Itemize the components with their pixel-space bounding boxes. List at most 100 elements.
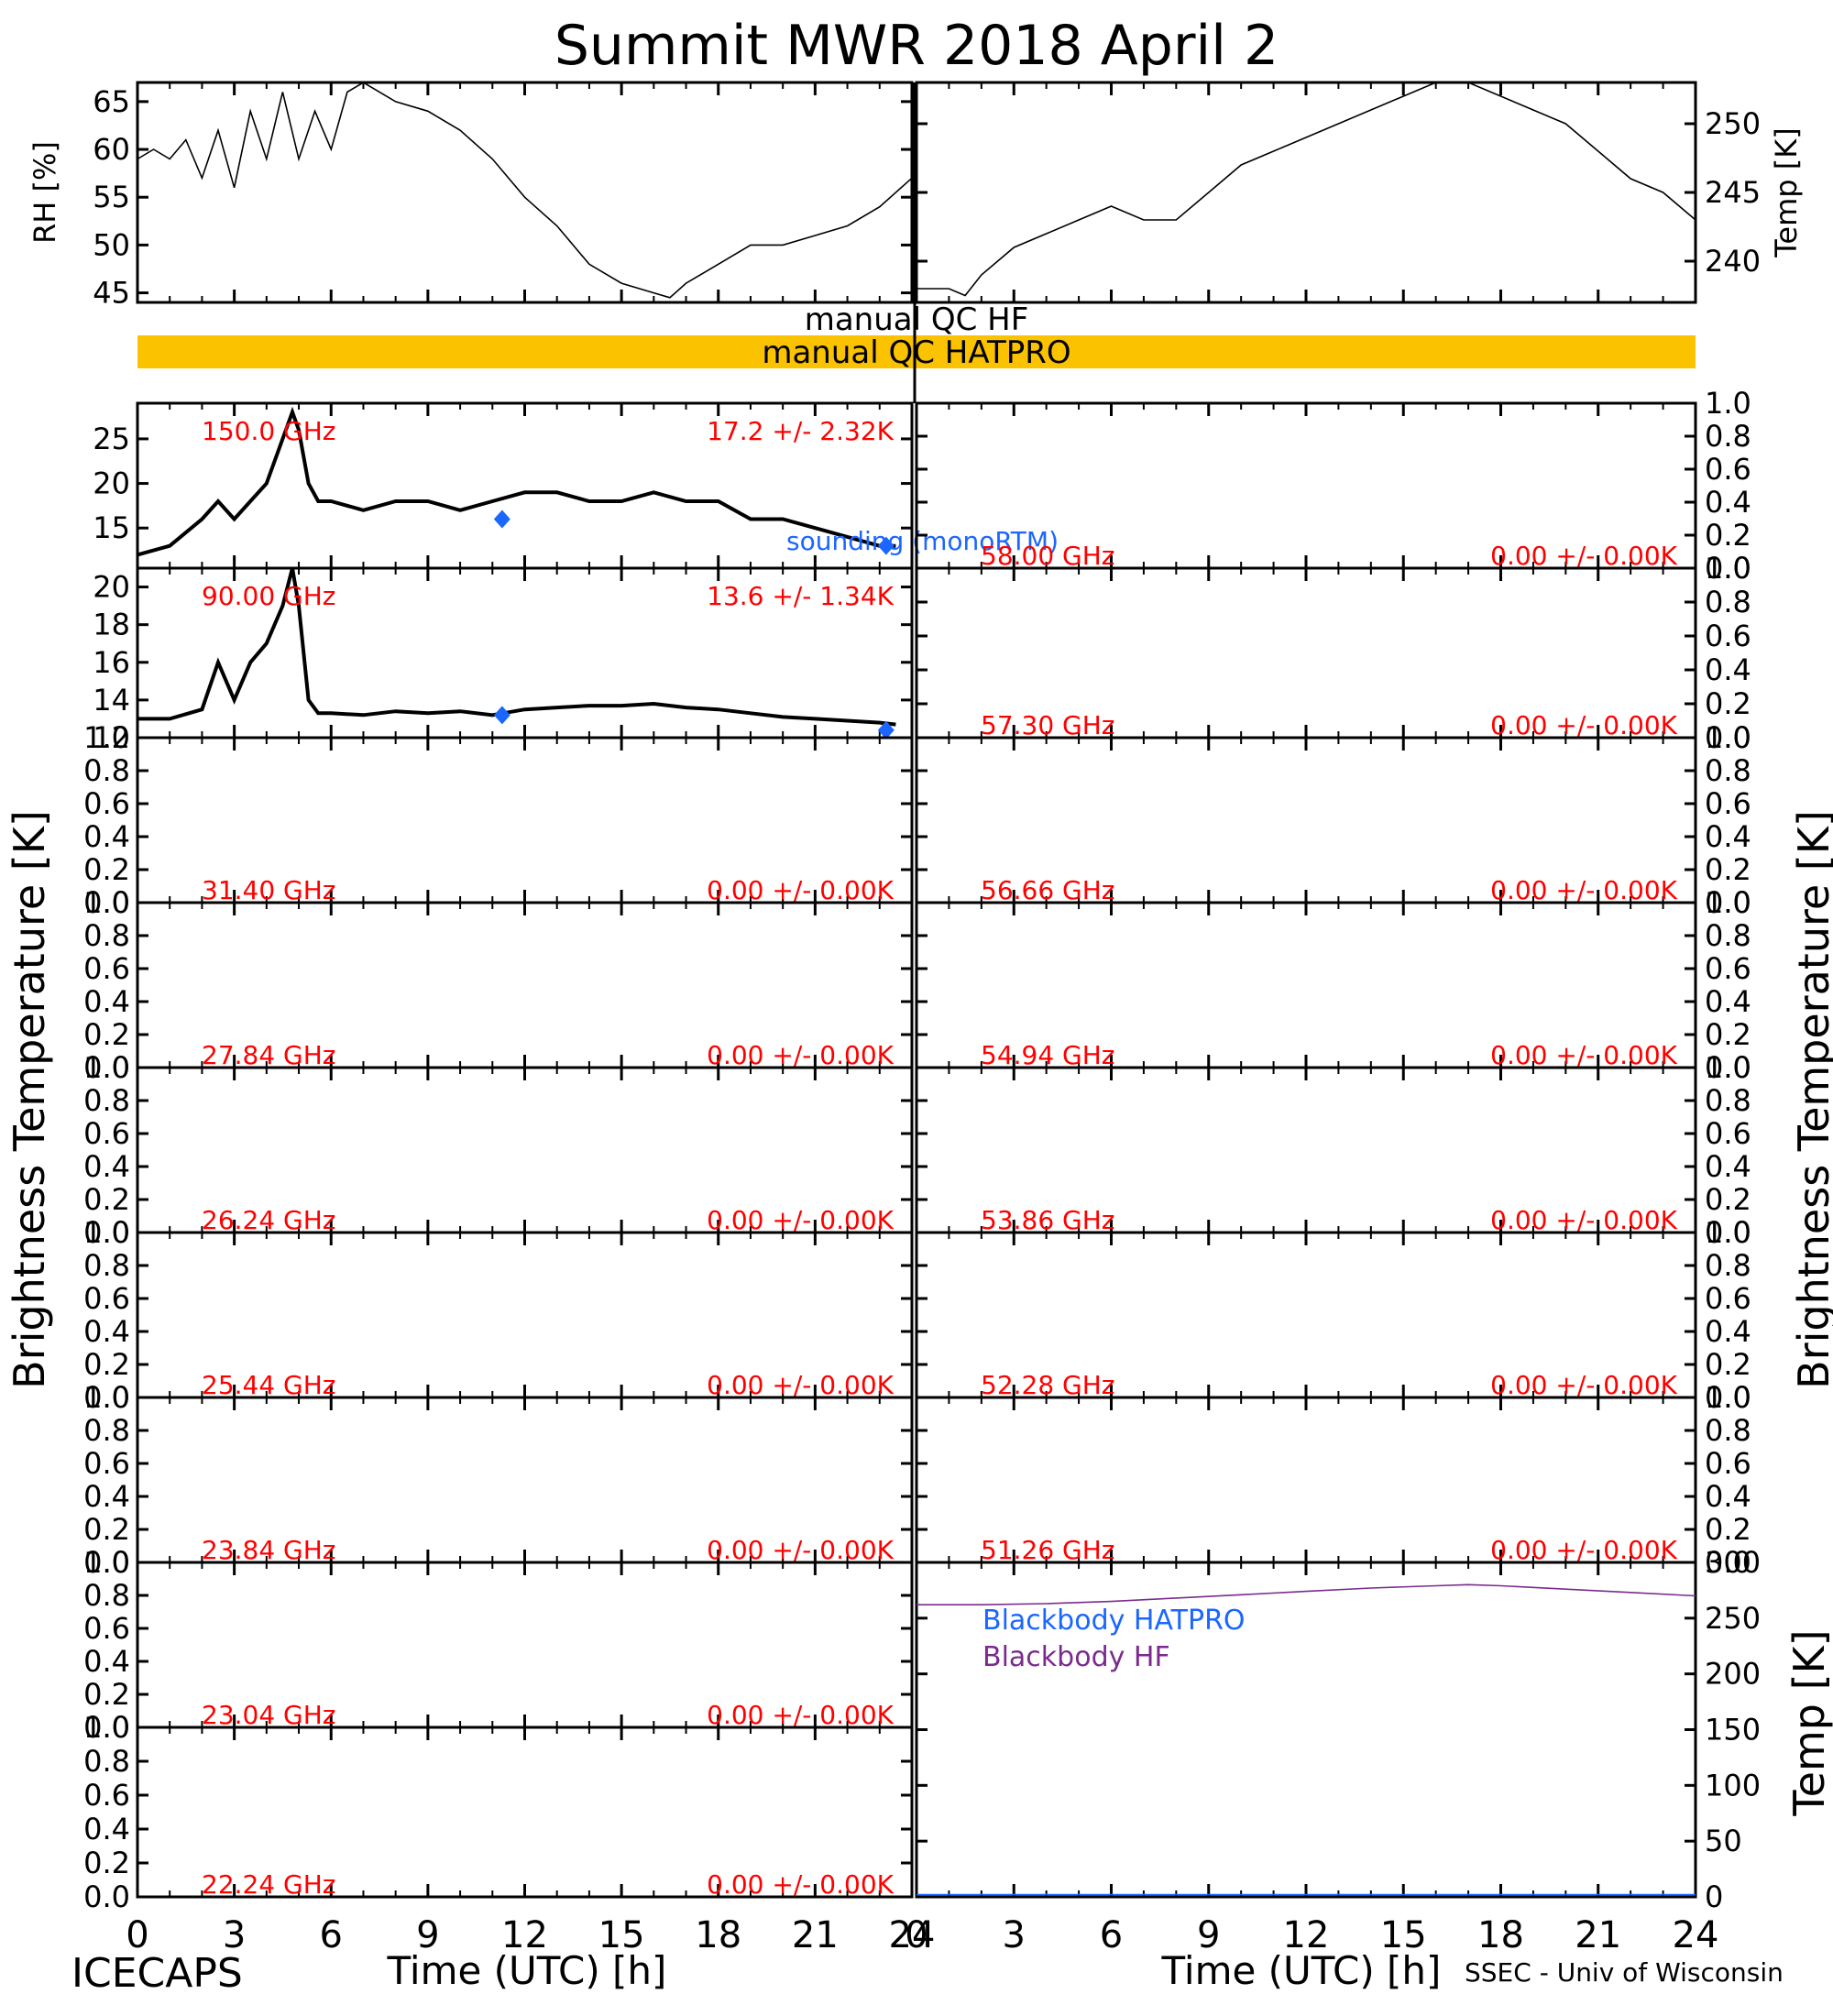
- y-tick-label: 0.6: [1705, 951, 1751, 986]
- y-tick-label: 0.0: [83, 885, 130, 920]
- x-tick-label-left: 3: [223, 1914, 246, 1956]
- y-tick-label: 0.8: [1705, 1083, 1751, 1118]
- y-tick-label: 1.0: [83, 1380, 130, 1415]
- panel-bt5800: 0.00.20.40.60.81.058.00 GHz 0.00 +/- 0.00…: [915, 386, 1751, 586]
- y-tick-label: 0.4: [83, 819, 130, 854]
- y-tick-label: 1.0: [1705, 720, 1751, 755]
- y-tick-label: 0.8: [83, 1248, 130, 1283]
- y-tick-label: 0.6: [83, 951, 130, 986]
- y-tick-label: 1.0: [1705, 1050, 1751, 1085]
- y-tick-label: 0.6: [1705, 619, 1751, 653]
- y-tick-label: 1.0: [83, 885, 130, 920]
- y-tick-label: 0.2: [83, 852, 130, 887]
- y-tick-label: 0.2: [1705, 518, 1751, 553]
- y-tick-label: 0.0: [1705, 551, 1751, 586]
- y-tick-label: 100: [1705, 1768, 1761, 1802]
- y-tick-label: 0.6: [83, 1778, 130, 1813]
- channel-label: 22.24 GHz: [202, 1869, 336, 1900]
- qc-hatpro-label: manual QC HATPRO: [762, 334, 1070, 371]
- y-tick-label: 0.0: [83, 1380, 130, 1415]
- y-tick-label: 0.8: [83, 1413, 130, 1448]
- y-tick-label: 0.4: [83, 1479, 130, 1514]
- y-tick-label: 1.0: [1705, 551, 1751, 586]
- rh-axis-label: RH [%]: [27, 141, 62, 244]
- series-line-bt150: [137, 406, 896, 557]
- y-tick-label: 0.8: [1705, 1413, 1751, 1448]
- blackbody-axis-label: Temp [K]: [1784, 1629, 1833, 1816]
- y-tick-label: 0.0: [1705, 1215, 1751, 1250]
- y-tick-label: 0.0: [1705, 1380, 1751, 1415]
- y-tick-label: 16: [93, 645, 130, 680]
- stat-label: 13.6 +/- 1.34K: [707, 581, 894, 611]
- y-tick-label: 0.4: [1705, 1479, 1751, 1514]
- panel-bt5666: 0.00.20.40.60.81.056.66 GHz 0.00 +/- 0.00…: [915, 720, 1751, 920]
- y-tick-label: 200: [1705, 1657, 1761, 1692]
- stat-label: 0.00 +/- 0.00K: [707, 1535, 894, 1565]
- y-tick-label: 1.0: [83, 1710, 130, 1745]
- y-tick-label: 0.4: [1705, 1149, 1751, 1184]
- x-tick-label-left: 18: [695, 1914, 741, 1956]
- stat-label: 0.00 +/- 0.00K: [707, 1869, 894, 1900]
- y-tick-label: 0.2: [83, 1677, 130, 1712]
- stat-label: 17.2 +/- 2.32K: [707, 416, 894, 446]
- y-tick-label: 1.0: [83, 1050, 130, 1085]
- panel-bt5494: 0.00.20.40.60.81.054.94 GHz 0.00 +/- 0.00…: [915, 885, 1751, 1085]
- y-tick-label: 1.0: [83, 1215, 130, 1250]
- y-tick-label: 0.0: [83, 1050, 130, 1085]
- y-tick-label: 0.8: [83, 918, 130, 953]
- x-tick-label-left: 24: [889, 1914, 936, 1956]
- channel-label: 90.00 GHz: [202, 581, 336, 611]
- y-tick-label: 0.4: [1705, 652, 1751, 687]
- y-tick-label: 18: [93, 608, 130, 642]
- y-tick-label: 1.0: [83, 1545, 130, 1580]
- y-tick-label: 1.0: [1705, 386, 1751, 421]
- y-tick-label: 0.6: [83, 1116, 130, 1151]
- y-tick-label: 0.0: [1705, 1545, 1751, 1580]
- footer-ssec: SSEC - Univ of Wisconsin: [1465, 1957, 1784, 1988]
- y-tick-label: 0.8: [1705, 585, 1751, 619]
- panel-blackbody: 0 50 100 150 200 250 300 Blackbody HATPRO Blackb…: [915, 1545, 1833, 1914]
- y-tick-label: 15: [93, 510, 130, 545]
- panel-bt5730: 0.00.20.40.60.81.057.30 GHz 0.00 +/- 0.00…: [915, 551, 1751, 755]
- y-tick-label: 150: [1705, 1713, 1761, 1748]
- y-tick-label: 0.4: [83, 1644, 130, 1679]
- y-tick-label: 0.2: [83, 1017, 130, 1052]
- y-tick-label: 0.0: [83, 1879, 130, 1914]
- panel-bt2544: 0.00.20.40.60.81.025.44 GHz 0.00 +/- 0.00…: [83, 1215, 914, 1415]
- y-tick-label: 55: [93, 180, 130, 214]
- chart-title: Summit MWR 2018 April 2: [554, 14, 1279, 78]
- series-line-bt90: [137, 567, 896, 727]
- panel-bt2384: 0.00.20.40.60.81.023.84 GHz 0.00 +/- 0.00…: [83, 1380, 914, 1580]
- panel-bt3140: 0.00.20.40.60.81.031.40 GHz 0.00 +/- 0.00…: [83, 720, 914, 920]
- y-tick-label: 0.4: [1705, 485, 1751, 520]
- series-line-blackbody-hf: [916, 1583, 1696, 1605]
- y-tick-label: 0.2: [1705, 852, 1751, 887]
- y-tick-label: 1.0: [1705, 1215, 1751, 1250]
- panel-bt5228: 0.00.20.40.60.81.052.28 GHz 0.00 +/- 0.00…: [915, 1215, 1751, 1415]
- panel-bt2224: 0.00.20.40.60.81.022.24 GHz 0.00 +/- 0.00…: [83, 1710, 914, 1914]
- y-tick-label: 0.4: [83, 1812, 130, 1846]
- y-tick-label: 240: [1705, 244, 1761, 279]
- panel-frame: [136, 81, 914, 304]
- y-tick-label: 0.0: [83, 1710, 130, 1745]
- stat-label: 0.00 +/- 0.00K: [707, 1370, 894, 1400]
- channel-label: 53.86 GHz: [981, 1205, 1115, 1235]
- y-tick-label: 45: [93, 276, 130, 311]
- y-tick-label: 250: [1705, 106, 1761, 141]
- panel-frame: [915, 81, 1697, 304]
- x-tick-label-right: 0: [905, 1914, 927, 1956]
- qc-hf-label: manual QC HF: [805, 301, 1029, 338]
- y-tick-label: 250: [1705, 1601, 1761, 1636]
- x-tick-label-left: 21: [792, 1914, 839, 1956]
- stat-label: 0.00 +/- 0.00K: [1490, 710, 1677, 740]
- stat-label: 0.00 +/- 0.00K: [707, 875, 894, 905]
- y-tick-label: 0.4: [83, 1149, 130, 1184]
- sounding-marker: [877, 536, 895, 555]
- channel-label: 56.66 GHz: [981, 875, 1115, 905]
- x-tick-label-left: 15: [598, 1914, 645, 1956]
- channel-label: 27.84 GHz: [202, 1040, 336, 1070]
- y-tick-label: 0.4: [1705, 1314, 1751, 1349]
- legend-hatpro: Blackbody HATPRO: [982, 1605, 1246, 1637]
- channel-label: 23.84 GHz: [202, 1535, 336, 1565]
- x-tick-label-right: 9: [1197, 1914, 1220, 1956]
